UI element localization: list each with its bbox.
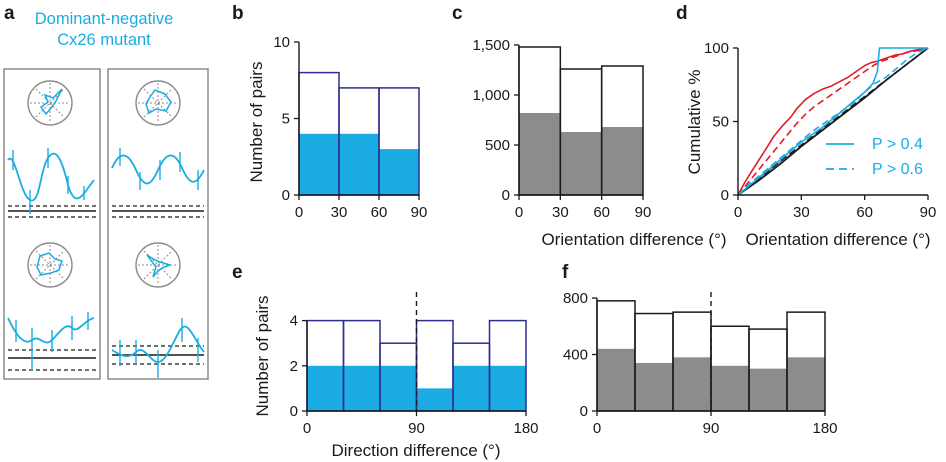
bar-fill-f-5 <box>787 357 825 411</box>
y-tick-label-e-0: 0 <box>290 403 298 420</box>
cumulative-line-3 <box>737 47 929 196</box>
panel-a-title-line1: Dominant-negative <box>35 10 174 28</box>
y-tick-label-f-1: 400 <box>563 347 588 364</box>
bar-fill-c-1 <box>560 132 602 195</box>
bar-fill-c-2 <box>601 127 643 195</box>
cell-pair-box-right <box>107 68 209 380</box>
bar-fill-f-3 <box>711 365 749 411</box>
y-tick-label-c-3: 1,500 <box>472 37 510 54</box>
y-axis-label-b: Number of pairs <box>247 62 266 183</box>
panel-label-f: f <box>562 262 569 283</box>
y-tick-label-e-1: 2 <box>290 358 298 375</box>
x-tick-label-b-0: 0 <box>295 204 303 221</box>
chart-f: f 0 400 800 0 90 180 <box>562 262 838 437</box>
panel-label-b: b <box>232 3 244 24</box>
bar-fill-e-0 <box>307 365 344 411</box>
y-tick-label-e-2: 4 <box>290 313 298 330</box>
chart-b: b 0 5 10 0 30 60 90 Number of pairs <box>232 3 427 221</box>
panel-label-c: c <box>452 3 463 24</box>
x-tick-label-b-3: 90 <box>411 204 428 221</box>
panel-label-d: d <box>676 3 688 24</box>
cumulative-line-5 <box>737 47 929 196</box>
bar-fill-f-1 <box>635 362 673 411</box>
bar-fill-e-1 <box>343 365 380 411</box>
x-tick-label-b-2: 60 <box>371 204 388 221</box>
cell-pair-box-left <box>3 68 101 380</box>
x-axis-label-c: Orientation difference (°) <box>541 230 726 249</box>
x-tick-label-c-3: 90 <box>635 204 652 221</box>
bar-fill-e-5 <box>489 365 526 411</box>
y-axis-label-d: Cumulative % <box>685 70 704 175</box>
y-tick-label-d-1: 50 <box>712 114 729 131</box>
bar-fill-e-3 <box>416 388 453 411</box>
x-tick-label-c-2: 60 <box>593 204 610 221</box>
panel-a-title-line2: Cx26 mutant <box>57 31 151 49</box>
bar-fill-b-1 <box>339 133 379 195</box>
x-tick-label-d-0: 0 <box>734 204 742 221</box>
chart-e: e 0 2 4 0 90 180 Number of pairs Direction diffe… <box>232 262 539 460</box>
panel-a: a Dominant-negative Cx26 mutant <box>3 3 209 380</box>
x-tick-label-f-2: 180 <box>812 420 837 437</box>
x-tick-label-d-1: 30 <box>793 204 810 221</box>
x-axis-label-d: Orientation difference (°) <box>745 230 930 249</box>
tuning-curve-icon <box>7 312 96 371</box>
x-tick-label-b-1: 30 <box>331 204 348 221</box>
bar-fill-f-4 <box>749 368 787 411</box>
y-tick-label-d-0: 0 <box>721 187 729 204</box>
chart-d: d 0 50 100 0 30 60 90 P > 0.4 P > 0.6 Cumulative %… <box>676 3 936 249</box>
bar-fill-e-4 <box>453 365 490 411</box>
y-tick-label-c-1: 500 <box>485 137 510 154</box>
panel-label-e: e <box>232 262 243 283</box>
tuning-curve-icon <box>111 318 205 378</box>
bar-fill-e-2 <box>380 365 417 411</box>
x-tick-label-c-0: 0 <box>515 204 523 221</box>
legend-label-0: P > 0.4 <box>872 136 923 153</box>
tuning-curve-icon <box>7 148 96 218</box>
x-tick-label-e-1: 90 <box>408 420 425 437</box>
polar-plot-icon <box>27 242 73 288</box>
bar-fill-b-2 <box>379 149 419 195</box>
polar-plot-icon <box>135 80 181 126</box>
panel-label-a: a <box>4 3 15 24</box>
x-tick-label-e-0: 0 <box>303 420 311 437</box>
y-tick-label-d-2: 100 <box>704 40 729 57</box>
y-tick-label-b-2: 10 <box>273 34 290 51</box>
x-tick-label-d-3: 90 <box>920 204 937 221</box>
polar-plot-icon <box>27 80 73 126</box>
cumulative-line-0 <box>737 47 929 196</box>
x-tick-label-e-2: 180 <box>513 420 538 437</box>
bar-fill-b-0 <box>299 133 339 195</box>
legend-label-1: P > 0.6 <box>872 161 923 178</box>
bar-fill-f-2 <box>673 357 711 411</box>
y-axis-label-e: Number of pairs <box>253 296 272 417</box>
polar-plot-icon <box>135 242 181 288</box>
y-tick-label-b-0: 0 <box>282 187 290 204</box>
y-tick-label-c-0: 0 <box>502 187 510 204</box>
y-tick-label-f-2: 800 <box>563 290 588 307</box>
y-tick-label-f-0: 0 <box>580 403 588 420</box>
bar-fill-c-0 <box>519 113 561 195</box>
x-axis-label-e: Direction difference (°) <box>332 441 501 460</box>
x-tick-label-f-0: 0 <box>593 420 601 437</box>
x-tick-label-c-1: 30 <box>552 204 569 221</box>
tuning-curve-icon <box>111 148 205 218</box>
x-tick-label-d-2: 60 <box>856 204 873 221</box>
x-tick-label-f-1: 90 <box>703 420 720 437</box>
y-tick-label-c-2: 1,000 <box>472 87 510 104</box>
y-tick-label-b-1: 5 <box>282 111 290 128</box>
bar-fill-f-0 <box>597 348 635 411</box>
